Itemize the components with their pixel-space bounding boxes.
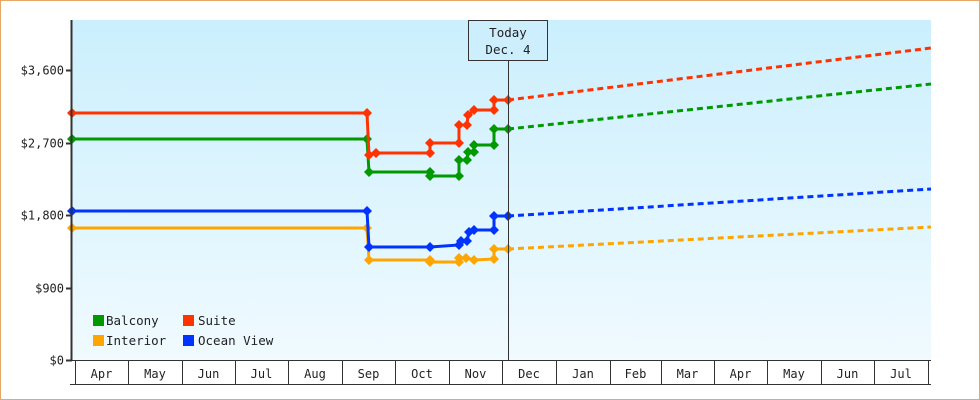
month-label: Jun: [198, 367, 220, 381]
y-tick-label: $900: [35, 282, 64, 296]
data-point-marker: [463, 110, 473, 120]
today-label: Today: [489, 25, 527, 40]
month-label: May: [144, 367, 166, 381]
y-tick-label: $3,600: [21, 64, 64, 78]
data-point-marker: [469, 255, 479, 265]
data-point-marker: [362, 206, 372, 216]
month-label: Nov: [465, 367, 487, 381]
data-point-marker: [454, 155, 464, 165]
data-point-marker: [461, 253, 471, 263]
data-point-marker: [489, 95, 499, 105]
data-point-marker: [469, 147, 479, 157]
legend-label-ocean-view: Ocean View: [198, 333, 274, 348]
series-suite: [67, 46, 932, 160]
legend: Balcony Suite Interior Ocean View: [93, 313, 274, 348]
data-point-marker: [364, 167, 374, 177]
month-label: Apr: [91, 367, 113, 381]
month-label: Mar: [677, 367, 699, 381]
legend-label-balcony: Balcony: [106, 313, 159, 328]
y-tick-label: $0: [50, 354, 64, 368]
month-label: Apr: [730, 367, 752, 381]
month-label: Feb: [625, 367, 647, 381]
series-ocean-view: [67, 187, 932, 252]
month-label: Jan: [572, 367, 594, 381]
forecast-line: [507, 46, 932, 102]
y-tick-label: $1,800: [21, 209, 64, 223]
data-point-marker: [462, 236, 472, 246]
forecast-line: [507, 82, 932, 131]
forecast-line: [507, 225, 932, 251]
data-point-marker: [454, 253, 464, 263]
data-point-marker: [489, 124, 499, 134]
data-point-marker: [364, 242, 374, 252]
month-label: Aug: [304, 367, 326, 381]
data-point-marker: [454, 171, 464, 181]
data-point-marker: [469, 225, 479, 235]
data-point-marker: [425, 242, 435, 252]
data-point-marker: [489, 244, 499, 254]
data-point-marker: [462, 155, 472, 165]
data-point-marker: [489, 105, 499, 115]
data-point-marker: [371, 148, 381, 158]
series-balcony: [67, 82, 932, 181]
data-point-marker: [425, 257, 435, 267]
legend-swatch-balcony: [93, 315, 104, 326]
legend-label-interior: Interior: [106, 333, 167, 348]
data-point-marker: [489, 254, 499, 264]
today-date: Dec. 4: [485, 42, 530, 57]
month-label: Sep: [358, 367, 380, 381]
series-layer: [67, 46, 932, 267]
data-point-marker: [489, 140, 499, 150]
data-point-marker: [454, 120, 464, 130]
today-box: [468, 20, 548, 61]
data-point-marker: [462, 120, 472, 130]
y-axis-ticks: $0 $900 $1,800 $2,700 $3,600: [21, 64, 72, 368]
month-label: Jul: [890, 367, 912, 381]
data-point-marker: [425, 171, 435, 181]
legend-swatch-suite: [183, 315, 194, 326]
legend-label-suite: Suite: [198, 313, 236, 328]
month-label: Dec: [518, 367, 540, 381]
today-marker: Today Dec. 4: [468, 20, 548, 360]
data-point-marker: [454, 138, 464, 148]
data-point-marker: [456, 236, 466, 246]
data-point-marker: [463, 147, 473, 157]
month-label: Jun: [837, 367, 859, 381]
month-label: Jul: [251, 367, 273, 381]
data-point-marker: [469, 140, 479, 150]
data-point-marker: [489, 211, 499, 221]
data-point-marker: [469, 105, 479, 115]
data-point-marker: [425, 138, 435, 148]
month-label: May: [783, 367, 805, 381]
forecast-line: [507, 187, 932, 218]
x-axis-months: Apr May Jun Jul Aug Sep Oct Nov Dec Jan Feb Mar Apr M…: [70, 360, 931, 385]
y-tick-label: $2,700: [21, 137, 64, 151]
data-point-marker: [364, 255, 374, 265]
data-point-marker: [489, 225, 499, 235]
data-point-marker: [362, 108, 372, 118]
plot-area: [72, 20, 931, 360]
month-label: Oct: [411, 367, 433, 381]
legend-swatch-ocean-view: [183, 335, 194, 346]
legend-swatch-interior: [93, 335, 104, 346]
data-point-marker: [425, 148, 435, 158]
